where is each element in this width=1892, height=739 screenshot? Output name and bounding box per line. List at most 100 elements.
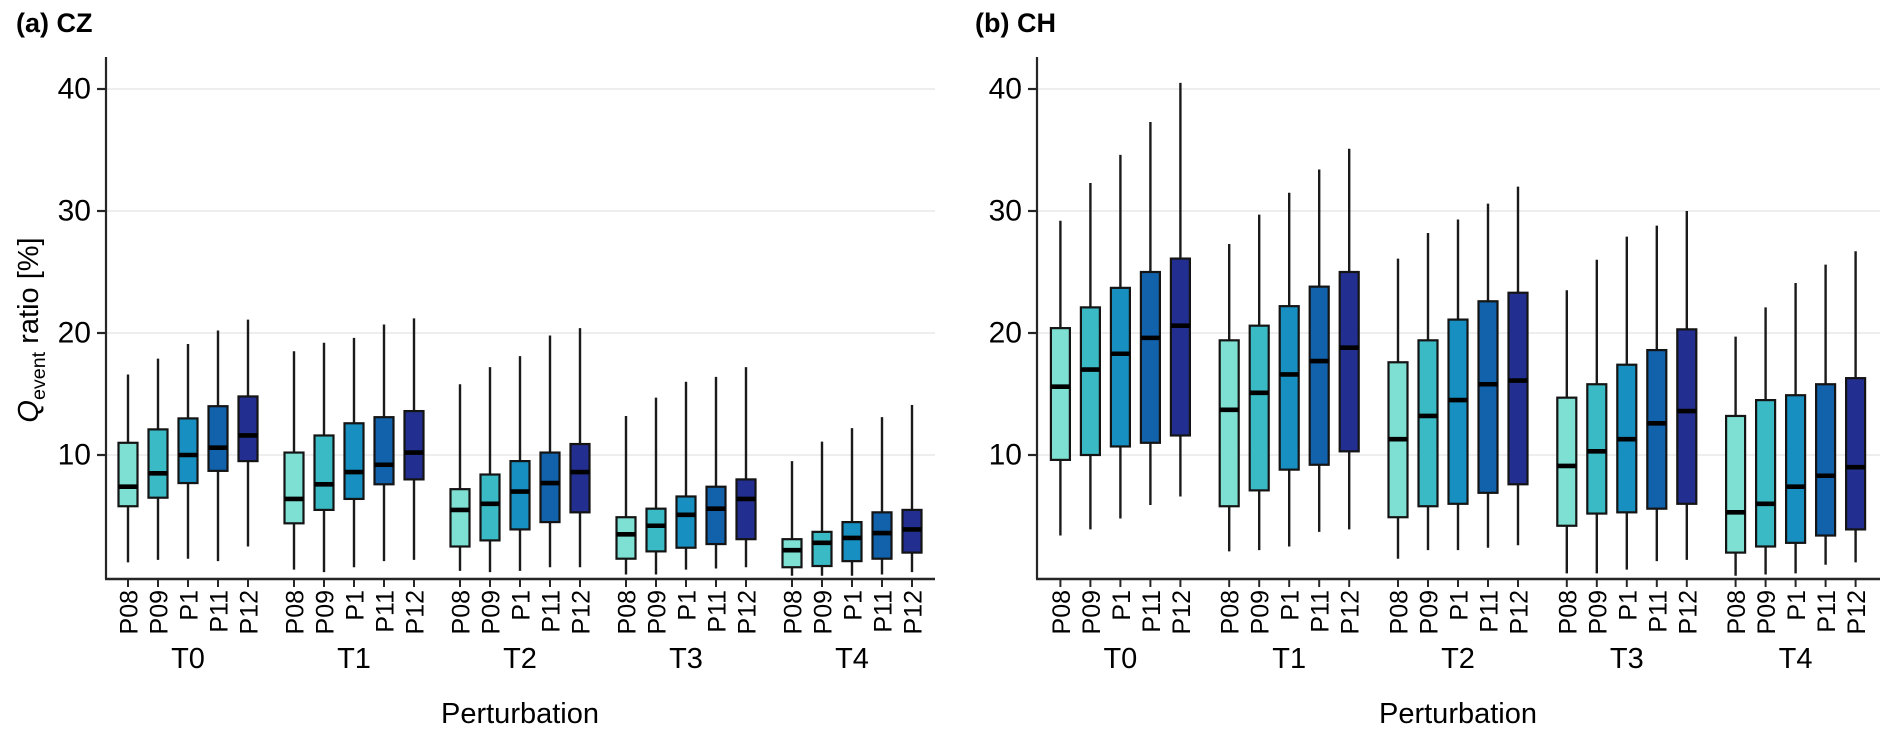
box-T2-P11	[1477, 300, 1499, 494]
x-tick-label-T4-P12: P12	[1843, 590, 1871, 634]
box-T0-P08	[117, 441, 139, 508]
x-tick-label-T4-P11: P11	[870, 590, 898, 633]
box-T1-P12	[1338, 270, 1360, 453]
y-tick-label-40: 40	[58, 73, 91, 106]
x-tick-label-T4-P1: P1	[1783, 590, 1811, 621]
box-T4-P11	[1814, 383, 1837, 537]
box-T3-P12	[1676, 328, 1698, 505]
x-tick-label-T3-P11: P11	[704, 590, 732, 633]
box-T2-P1	[1447, 318, 1469, 505]
x-tick-label-T2-P08: P08	[1386, 590, 1414, 634]
box-T3-P1	[675, 495, 697, 549]
x-tick-label-T2-P11: P11	[538, 590, 566, 633]
x-tick-label-T1-P12: P12	[1337, 590, 1365, 634]
x-tick-label-T2-P1: P1	[1446, 590, 1474, 621]
panel-a-title: (a) CZ	[16, 8, 93, 38]
x-tick-label-T0-P12: P12	[1168, 590, 1196, 634]
box-T4-P1	[1784, 394, 1807, 544]
box-T0-P1	[177, 417, 199, 485]
y-axis-title: Qevent ratio [%]	[13, 237, 51, 422]
y-tick-label-30: 30	[989, 195, 1022, 228]
box-T2-P12	[1507, 291, 1529, 486]
group-label-T3: T3	[1610, 643, 1644, 675]
x-tick-label-T3-P1: P1	[674, 590, 702, 621]
x-tick-label-T3-P08: P08	[614, 590, 642, 634]
box-T0-P12	[237, 395, 259, 463]
box-T4-P09	[811, 530, 833, 568]
box-T0-P1	[1109, 286, 1131, 448]
box-T2-P09	[1417, 339, 1439, 508]
x-tick-label-T0-P09: P09	[1078, 590, 1106, 634]
x-tick-label-T2-P12: P12	[568, 590, 596, 634]
x-tick-label-T0-P08: P08	[1048, 590, 1076, 634]
x-tick-label-T1-P1: P1	[1277, 590, 1305, 621]
box-T1-P09	[1248, 324, 1270, 492]
box-T2-P1	[509, 460, 531, 531]
box-T2-P08	[449, 488, 471, 548]
box-T3-P11	[1646, 348, 1668, 510]
x-tick-label-T1-P12: P12	[402, 590, 430, 634]
box-T4-P1	[841, 520, 863, 563]
group-label-T1: T1	[337, 643, 371, 675]
y-tick-label-10: 10	[58, 439, 91, 472]
group-label-T1: T1	[1272, 643, 1306, 675]
x-tick-label-T0-P1: P1	[1108, 590, 1136, 621]
x-tick-label-T0-P12: P12	[236, 590, 264, 634]
box-T2-P09	[479, 473, 501, 542]
x-axis-title-b: Perturbation	[1379, 698, 1537, 730]
box-T0-P12	[1169, 257, 1191, 437]
box-T3-P08	[615, 516, 637, 560]
box-T4-P12	[1844, 377, 1867, 531]
y-tick-label-40: 40	[989, 73, 1022, 106]
panel-b-title: (b) CH	[975, 8, 1056, 38]
x-axis-title-a: Perturbation	[441, 698, 599, 730]
group-label-T3: T3	[669, 643, 703, 675]
box-T1-P1	[343, 422, 365, 501]
x-tick-label-T4-P09: P09	[1753, 590, 1781, 634]
box-T0-P09	[1079, 306, 1101, 457]
x-tick-label-T3-P1: P1	[1614, 590, 1642, 621]
group-label-T2: T2	[1441, 643, 1475, 675]
box-T0-P11	[1139, 270, 1161, 444]
box-T0-P11	[207, 405, 229, 472]
box-T3-P11	[705, 485, 727, 546]
y-axis-title-sub: event	[27, 351, 50, 401]
x-tick-label-T1-P11: P11	[372, 590, 400, 633]
box-T1-P12	[403, 409, 425, 481]
box-T4-P11	[871, 511, 893, 560]
x-tick-label-T3-P12: P12	[1674, 590, 1702, 634]
y-axis-title-rest: ratio [%]	[13, 237, 46, 352]
x-tick-label-T4-P1: P1	[840, 590, 868, 621]
box-T2-P12	[569, 442, 591, 514]
group-label-T0: T0	[1103, 643, 1137, 675]
box-T3-P09	[1586, 383, 1608, 515]
box-T1-P1	[1278, 305, 1300, 471]
box-T4-P09	[1754, 399, 1777, 548]
x-tick-label-T3-P11: P11	[1644, 590, 1672, 633]
x-tick-label-T0-P11: P11	[206, 590, 234, 633]
y-tick-label-10: 10	[989, 439, 1022, 472]
box-T4-P08	[1724, 414, 1747, 554]
x-tick-label-T2-P11: P11	[1476, 590, 1504, 633]
x-tick-label-T1-P09: P09	[1247, 590, 1275, 634]
box-T1-P11	[373, 416, 395, 486]
x-tick-label-T2-P1: P1	[508, 590, 536, 621]
box-T1-P08	[283, 451, 305, 525]
box-T4-P08	[781, 538, 803, 569]
x-tick-label-T0-P11: P11	[1138, 590, 1166, 633]
y-tick-label-20: 20	[989, 317, 1022, 350]
x-tick-label-T1-P08: P08	[282, 590, 310, 634]
x-tick-label-T1-P09: P09	[312, 590, 340, 634]
y-tick-label-30: 30	[58, 195, 91, 228]
x-tick-label-T0-P1: P1	[176, 590, 204, 621]
x-tick-label-T1-P1: P1	[342, 590, 370, 621]
x-tick-label-T2-P09: P09	[478, 590, 506, 634]
x-tick-label-T3-P12: P12	[734, 590, 762, 634]
box-T2-P11	[539, 451, 561, 524]
x-tick-label-T2-P08: P08	[448, 590, 476, 634]
box-T3-P12	[735, 478, 757, 541]
x-tick-label-T1-P11: P11	[1307, 590, 1335, 633]
y-tick-label-20: 20	[58, 317, 91, 350]
